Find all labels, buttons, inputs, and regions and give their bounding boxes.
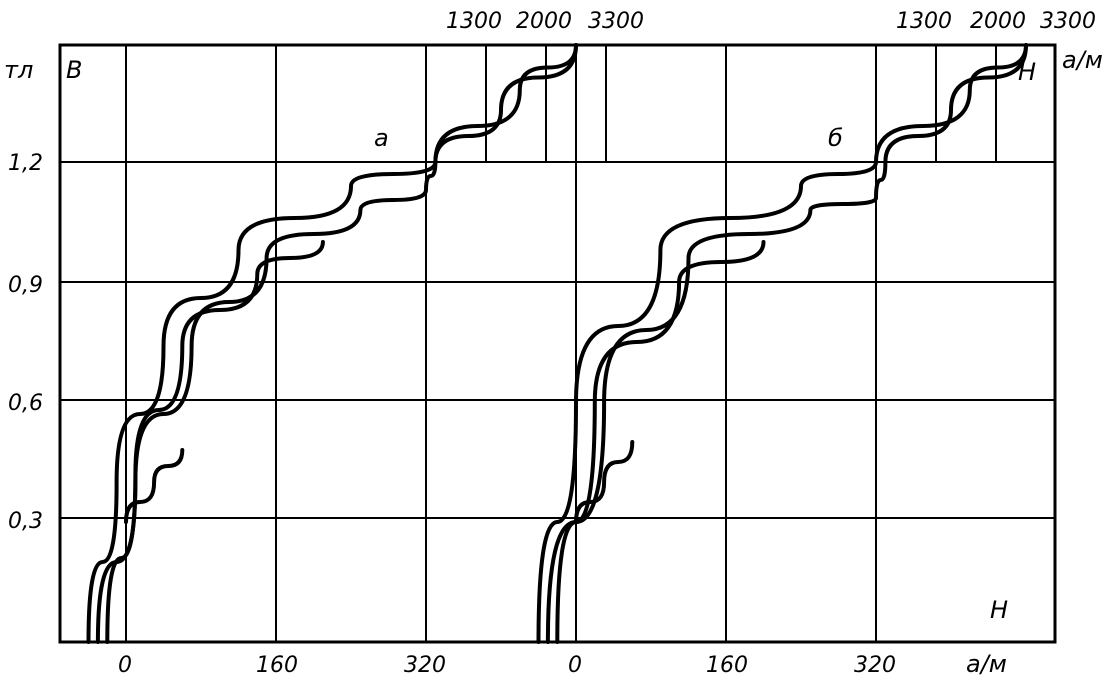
curve-b-0 xyxy=(536,43,1028,644)
top-tick-label: 2000 xyxy=(970,9,1026,34)
curve-a-3 xyxy=(124,448,185,524)
y-tick-label: 0,9 xyxy=(8,273,43,298)
y-tick-label: 1,2 xyxy=(8,151,43,176)
x-tick-label: 0 xyxy=(118,653,132,678)
curve-b-2 xyxy=(555,240,766,644)
x-tick-label: 320 xyxy=(404,653,446,678)
y-tick-label: 0,3 xyxy=(8,509,43,534)
y-unit-label: тл xyxy=(4,56,33,84)
panel-label-b: б xyxy=(828,124,843,152)
x-unit-bottom: а/м xyxy=(966,650,1007,678)
curve-a-0 xyxy=(86,43,578,644)
curves-group xyxy=(86,43,1028,644)
panel-label-a: а xyxy=(374,124,389,152)
curve-b-3 xyxy=(574,440,635,524)
top-tick-label: 1300 xyxy=(446,9,502,34)
x-tick-label: 160 xyxy=(706,653,748,678)
h-axis-label-top: H xyxy=(1018,58,1036,86)
top-tick-label: 3300 xyxy=(588,9,644,34)
curve-b-1 xyxy=(545,43,1028,644)
x-tick-label: 320 xyxy=(854,653,896,678)
x-tick-label: 0 xyxy=(568,653,582,678)
y-tick-label: 0,6 xyxy=(8,391,43,416)
x-tick-label: 160 xyxy=(256,653,298,678)
top-tick-label: 2000 xyxy=(516,9,572,34)
curve-a-2 xyxy=(105,240,325,644)
top-tick-label: 3300 xyxy=(1040,9,1096,34)
h-axis-label-bottom: H xyxy=(990,596,1008,624)
x-unit-top: а/м xyxy=(1062,46,1103,74)
top-tick-label: 1300 xyxy=(896,9,952,34)
y-axis-letter: B xyxy=(66,56,82,84)
